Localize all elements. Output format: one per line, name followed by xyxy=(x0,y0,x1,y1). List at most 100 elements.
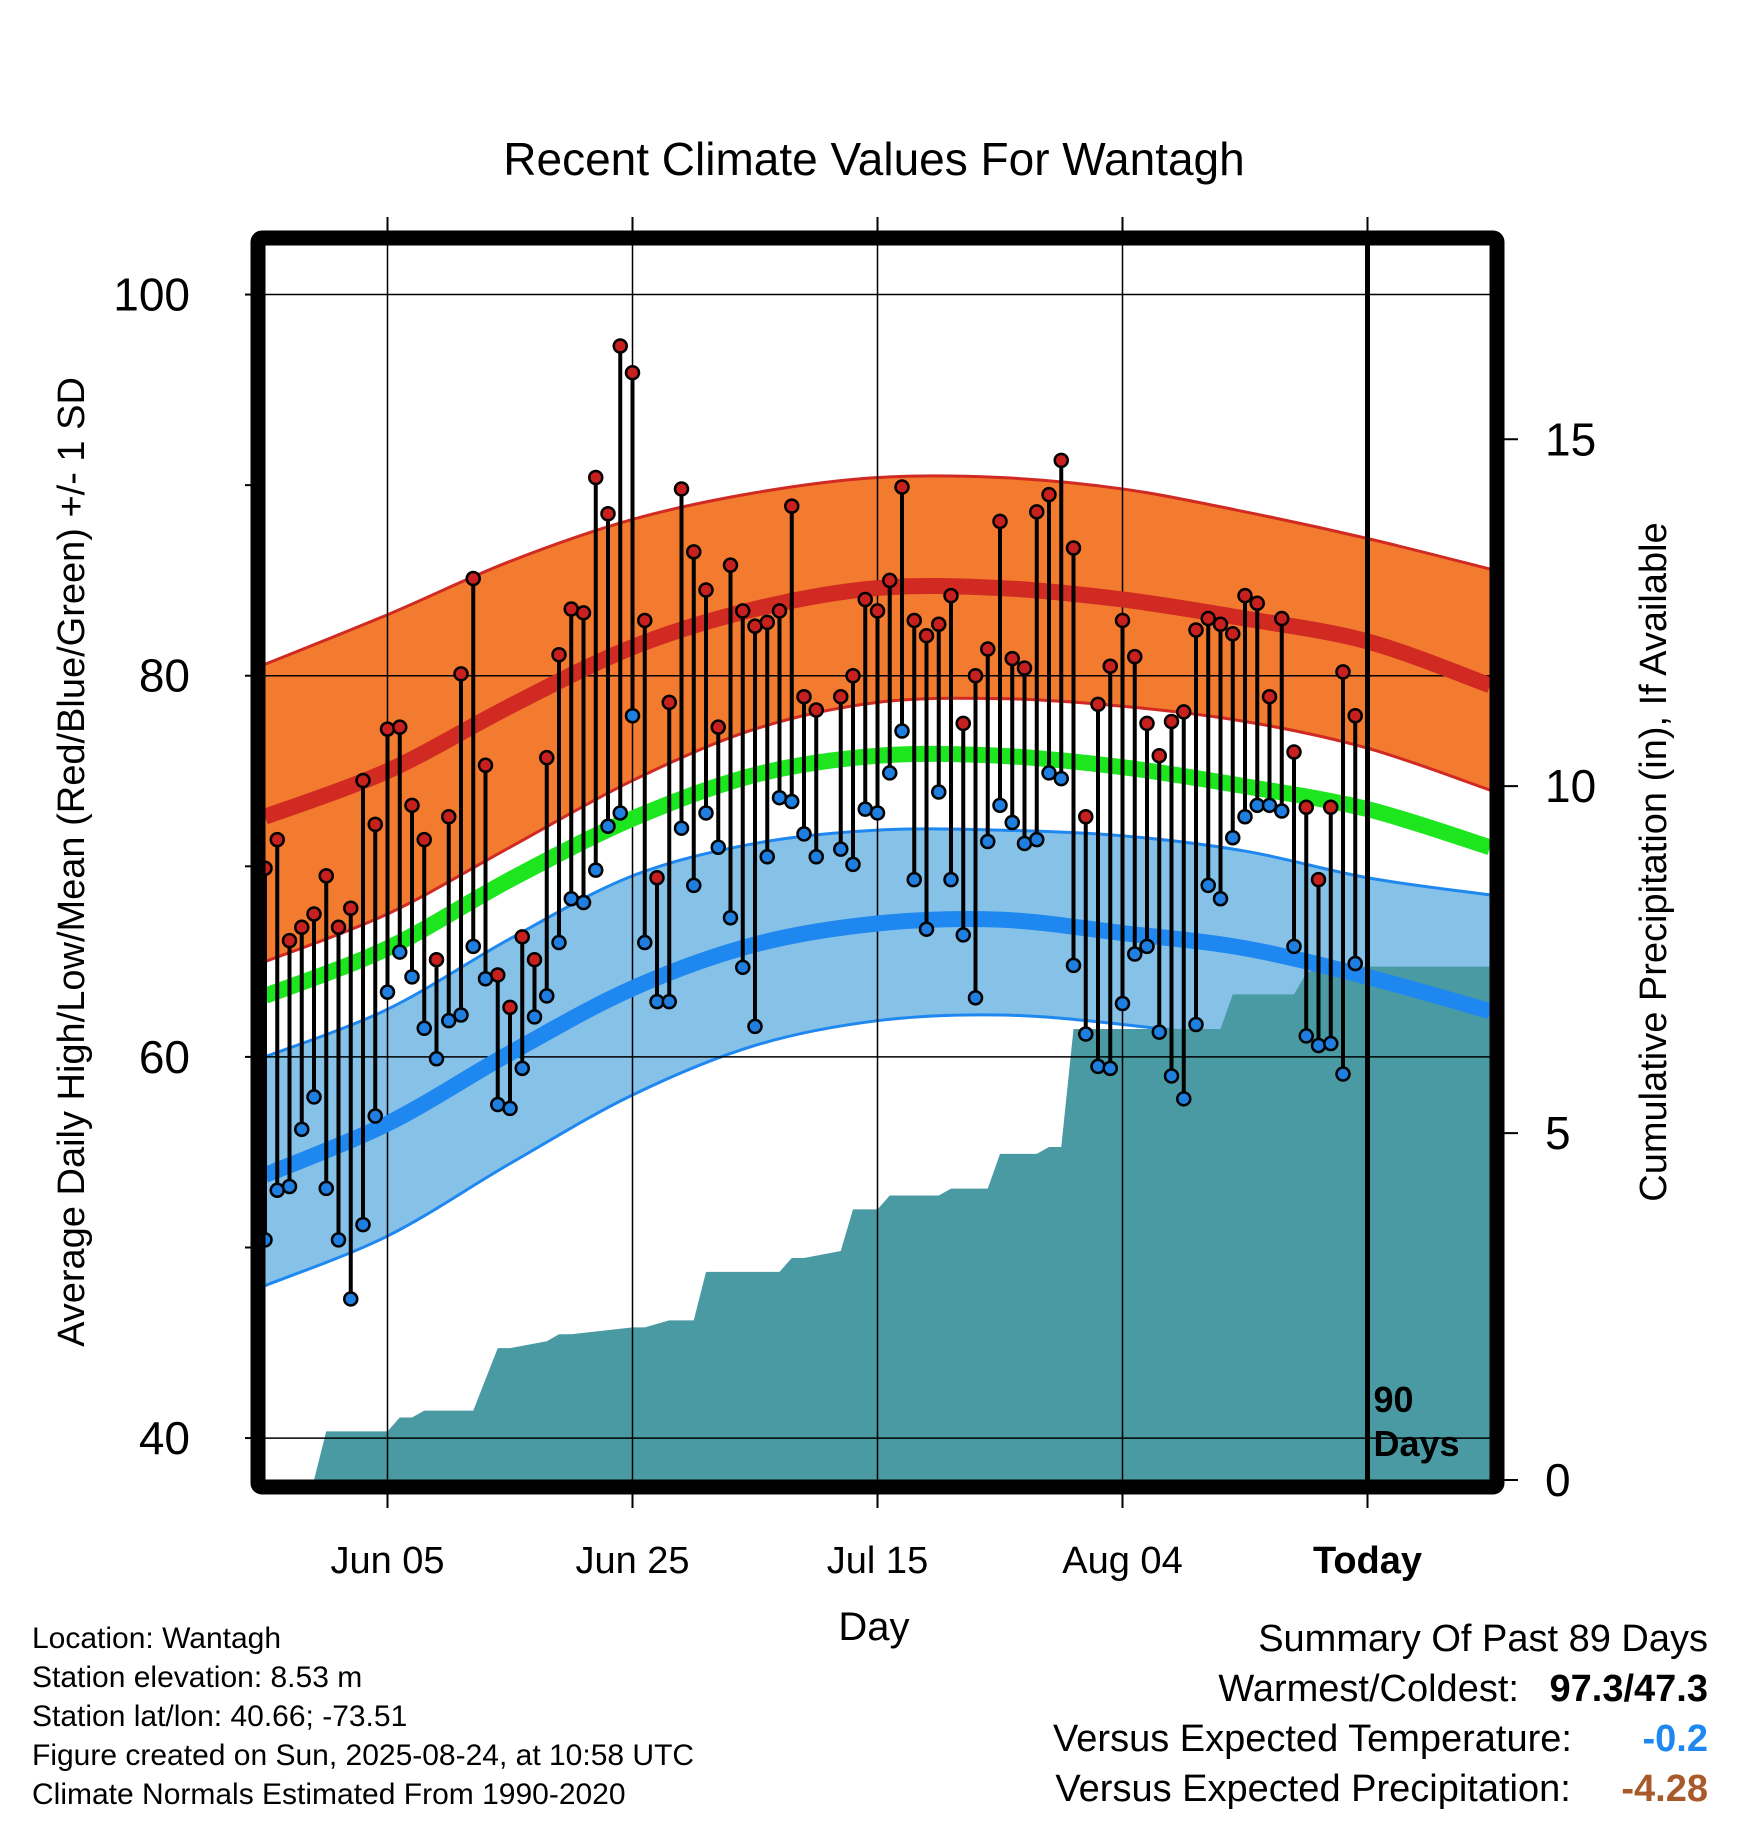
high-sd-band xyxy=(265,475,1490,962)
daily-low-point xyxy=(355,1216,371,1233)
daily-low-point xyxy=(624,707,641,724)
daily-low-point xyxy=(1065,957,1082,974)
daily-high-point xyxy=(1310,871,1327,888)
daily-low-point xyxy=(551,934,567,951)
daily-low-point xyxy=(1029,831,1045,848)
daily-low-point xyxy=(1053,770,1069,787)
daily-high-point xyxy=(588,469,604,486)
daily-high-point xyxy=(1016,660,1033,676)
y-tick-label: 80 xyxy=(139,650,190,702)
y-tick-label: 60 xyxy=(139,1031,190,1083)
daily-high-point xyxy=(918,627,935,644)
daily-low-point xyxy=(1176,1091,1192,1107)
created-text: Figure created on Sun, 2025-08-24, at 10… xyxy=(32,1739,695,1772)
daily-low-point xyxy=(686,877,702,894)
y2-tick-label: 0 xyxy=(1545,1454,1571,1506)
daily-low-point xyxy=(661,993,677,1010)
daily-low-point xyxy=(1335,1066,1351,1082)
daily-low-point xyxy=(588,862,604,878)
y2-tick-label: 10 xyxy=(1545,760,1596,812)
daily-high-point xyxy=(502,999,518,1016)
daily-low-point xyxy=(318,1180,334,1197)
daily-low-point xyxy=(514,1060,530,1077)
daily-high-point xyxy=(1249,595,1265,612)
daily-low-point xyxy=(894,723,910,739)
daily-high-point xyxy=(808,702,824,718)
daily-high-point xyxy=(1323,799,1339,815)
daily-high-point xyxy=(796,688,812,705)
daily-low-point xyxy=(1212,890,1229,907)
daily-high-point xyxy=(857,591,873,608)
daily-low-point xyxy=(404,969,420,985)
daily-high-point xyxy=(710,719,726,735)
plot-border xyxy=(250,230,1505,1495)
daily-high-point xyxy=(428,951,445,968)
plot-frame: 90 Days xyxy=(250,230,1505,1495)
daily-low-point xyxy=(918,921,935,937)
elevation-text: Station elevation: 8.53 m xyxy=(32,1661,363,1694)
daily-high-point xyxy=(967,667,984,684)
daily-low-point xyxy=(575,894,592,911)
daily-low-point xyxy=(784,793,800,810)
daily-high-point xyxy=(465,570,481,587)
daily-high-point xyxy=(1286,744,1302,760)
x-tick-label: Jul 15 xyxy=(827,1540,928,1582)
daily-high-point xyxy=(1237,587,1253,604)
daily-high-point xyxy=(1151,748,1167,764)
daily-low-point xyxy=(808,849,824,865)
daily-low-point xyxy=(539,988,555,1004)
daily-high-point xyxy=(441,809,457,825)
daily-high-point xyxy=(477,757,494,774)
daily-high-point xyxy=(722,557,739,573)
normal-low-line xyxy=(265,911,1490,1183)
daily-high-point xyxy=(1053,452,1069,469)
daily-high-point xyxy=(1163,713,1180,730)
daily-high-point xyxy=(318,868,334,884)
daily-high-point xyxy=(392,719,408,735)
daily-high-point xyxy=(600,505,616,522)
daily-high-point xyxy=(1078,809,1094,825)
daily-low-point xyxy=(502,1100,518,1117)
daily-high-point xyxy=(416,831,432,848)
location-text: Location: Wantagh xyxy=(32,1622,282,1655)
daily-low-point xyxy=(612,805,628,821)
x-tick-label: Jun 05 xyxy=(330,1540,444,1582)
daily-low-point xyxy=(416,1020,432,1037)
daily-high-point xyxy=(1127,648,1143,665)
y-tick-label: 40 xyxy=(139,1412,190,1464)
daily-high-point xyxy=(1225,626,1241,642)
daily-low-point xyxy=(673,820,690,836)
summary-precipitation: Versus Expected Precipitation: -4.28 xyxy=(1055,1768,1708,1811)
daily-low-point xyxy=(465,938,481,955)
daily-high-point xyxy=(1212,616,1229,633)
daily-low-point xyxy=(1041,765,1057,781)
daily-high-point xyxy=(330,919,347,936)
daily-low-point xyxy=(882,765,898,781)
daily-high-point xyxy=(637,612,653,629)
daily-high-point xyxy=(1114,612,1131,629)
daily-low-point xyxy=(796,826,812,842)
daily-high-point xyxy=(1090,696,1106,713)
daily-high-point xyxy=(882,572,898,589)
daily-high-point xyxy=(906,612,922,629)
daily-high-point xyxy=(649,869,665,886)
daily-high-point xyxy=(1200,610,1216,627)
daily-high-point xyxy=(698,582,714,598)
daily-high-point xyxy=(624,364,641,381)
daily-low-point xyxy=(1188,1016,1204,1033)
daily-high-point xyxy=(539,749,555,766)
daily-low-point xyxy=(428,1051,445,1067)
daily-low-point xyxy=(1225,829,1241,846)
today-days-label: 90 Days xyxy=(1374,1379,1460,1464)
daily-low-point xyxy=(698,805,714,821)
daily-high-point xyxy=(955,715,971,732)
daily-high-point xyxy=(1274,610,1290,627)
normals-text: Climate Normals Estimated From 1990-2020 xyxy=(32,1778,626,1811)
daily-low-point xyxy=(1323,1035,1339,1052)
daily-high-point xyxy=(1102,658,1118,674)
chart-title: Recent Climate Values For Wantagh xyxy=(503,133,1244,185)
daily-high-point xyxy=(931,616,947,633)
daily-low-point xyxy=(379,984,396,1000)
daily-high-point xyxy=(355,772,371,789)
daily-low-point xyxy=(330,1232,347,1248)
